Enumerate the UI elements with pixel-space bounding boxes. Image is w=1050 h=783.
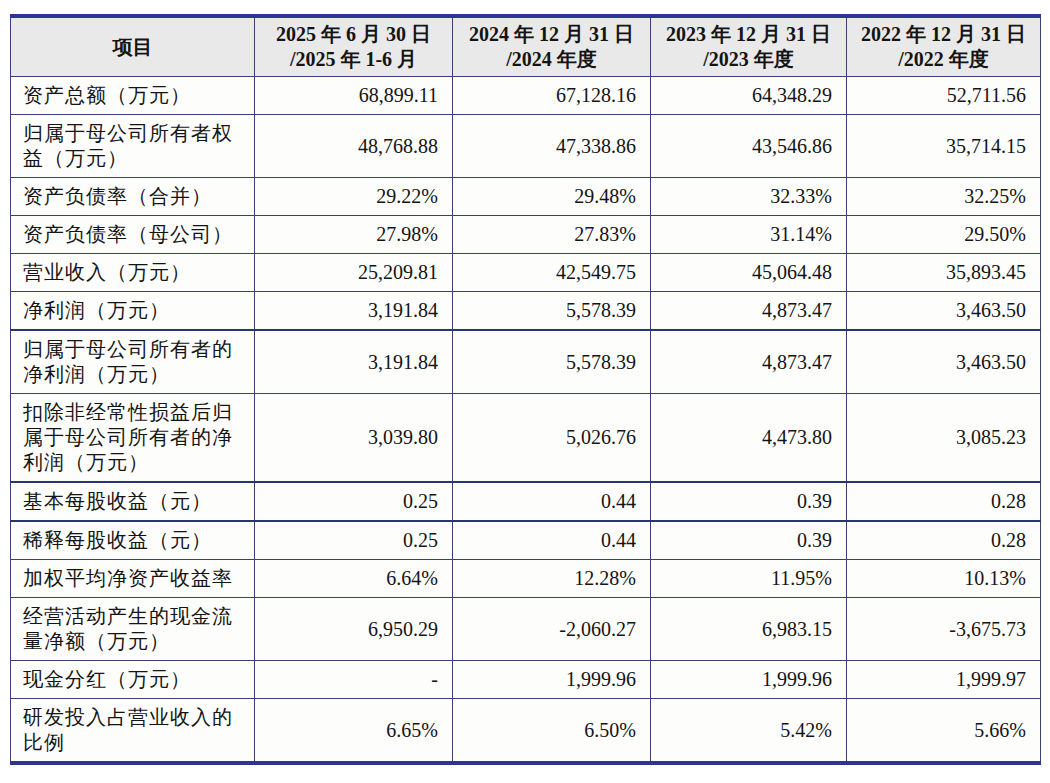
value-cell: 1,999.97 xyxy=(847,661,1041,699)
header-row: 项目2025 年 6 月 30 日 /2025 年 1-6 月2024 年 12… xyxy=(11,16,1041,77)
financial-data-table: 项目2025 年 6 月 30 日 /2025 年 1-6 月2024 年 12… xyxy=(10,14,1041,765)
column-header-period-4: 2022 年 12 月 31 日 /2022 年度 xyxy=(847,16,1041,77)
value-cell: -2,060.27 xyxy=(453,598,651,661)
value-cell: 3,039.80 xyxy=(255,394,453,483)
column-header-period-3: 2023 年 12 月 31 日 /2023 年度 xyxy=(651,16,847,77)
value-cell: 29.22% xyxy=(255,178,453,216)
value-cell: 1,999.96 xyxy=(651,661,847,699)
value-cell: 42,549.75 xyxy=(453,254,651,292)
value-cell: 25,209.81 xyxy=(255,254,453,292)
value-cell: 0.44 xyxy=(453,482,651,521)
value-cell: 3,191.84 xyxy=(255,292,453,331)
value-cell: 29.48% xyxy=(453,178,651,216)
table-row: 归属于母公司所有者权益（万元）48,768.8847,338.8643,546.… xyxy=(11,115,1041,178)
value-cell: 0.44 xyxy=(453,521,651,560)
value-cell: 31.14% xyxy=(651,216,847,254)
row-label: 稀释每股收益（元） xyxy=(11,521,255,560)
row-label: 归属于母公司所有者的净利润（万元） xyxy=(11,330,255,394)
value-cell: 5.42% xyxy=(651,699,847,764)
row-label: 加权平均净资产收益率 xyxy=(11,560,255,598)
value-cell: 0.28 xyxy=(847,482,1041,521)
value-cell: - xyxy=(255,661,453,699)
table-row: 稀释每股收益（元）0.250.440.390.28 xyxy=(11,521,1041,560)
value-cell: 48,768.88 xyxy=(255,115,453,178)
value-cell: 43,546.86 xyxy=(651,115,847,178)
value-cell: 3,463.50 xyxy=(847,292,1041,331)
value-cell: 47,338.86 xyxy=(453,115,651,178)
document-page: 项目2025 年 6 月 30 日 /2025 年 1-6 月2024 年 12… xyxy=(0,0,1050,765)
value-cell: 64,348.29 xyxy=(651,77,847,115)
value-cell: 12.28% xyxy=(453,560,651,598)
column-header-period-1: 2025 年 6 月 30 日 /2025 年 1-6 月 xyxy=(255,16,453,77)
value-cell: 45,064.48 xyxy=(651,254,847,292)
value-cell: 5,026.76 xyxy=(453,394,651,483)
value-cell: 0.25 xyxy=(255,482,453,521)
value-cell: 3,085.23 xyxy=(847,394,1041,483)
row-label: 归属于母公司所有者权益（万元） xyxy=(11,115,255,178)
value-cell: 5,578.39 xyxy=(453,330,651,394)
value-cell: 4,473.80 xyxy=(651,394,847,483)
table-row: 资产负债率（合并）29.22%29.48%32.33%32.25% xyxy=(11,178,1041,216)
table-row: 扣除非经常性损益后归属于母公司所有者的净利润（万元）3,039.805,026.… xyxy=(11,394,1041,483)
table-row: 经营活动产生的现金流量净额（万元）6,950.29-2,060.276,983.… xyxy=(11,598,1041,661)
value-cell: 27.83% xyxy=(453,216,651,254)
value-cell: 29.50% xyxy=(847,216,1041,254)
value-cell: 6.65% xyxy=(255,699,453,764)
row-label: 资产负债率（合并） xyxy=(11,178,255,216)
value-cell: 6.50% xyxy=(453,699,651,764)
value-cell: 0.28 xyxy=(847,521,1041,560)
value-cell: 35,893.45 xyxy=(847,254,1041,292)
row-label: 现金分红（万元） xyxy=(11,661,255,699)
table-row: 资产负债率（母公司）27.98%27.83%31.14%29.50% xyxy=(11,216,1041,254)
value-cell: 3,191.84 xyxy=(255,330,453,394)
table-row: 现金分红（万元）-1,999.961,999.961,999.97 xyxy=(11,661,1041,699)
column-header-period-2: 2024 年 12 月 31 日 /2024 年度 xyxy=(453,16,651,77)
table-row: 基本每股收益（元）0.250.440.390.28 xyxy=(11,482,1041,521)
table-row: 研发投入占营业收入的比例6.65%6.50%5.42%5.66% xyxy=(11,699,1041,764)
value-cell: 4,873.47 xyxy=(651,330,847,394)
value-cell: 52,711.56 xyxy=(847,77,1041,115)
column-header-item: 项目 xyxy=(11,16,255,77)
value-cell: 5,578.39 xyxy=(453,292,651,331)
row-label: 资产总额（万元） xyxy=(11,77,255,115)
value-cell: 68,899.11 xyxy=(255,77,453,115)
table-row: 净利润（万元）3,191.845,578.394,873.473,463.50 xyxy=(11,292,1041,331)
row-label: 资产负债率（母公司） xyxy=(11,216,255,254)
row-label: 基本每股收益（元） xyxy=(11,482,255,521)
value-cell: 11.95% xyxy=(651,560,847,598)
value-cell: 10.13% xyxy=(847,560,1041,598)
row-label: 净利润（万元） xyxy=(11,292,255,331)
value-cell: 27.98% xyxy=(255,216,453,254)
table-header: 项目2025 年 6 月 30 日 /2025 年 1-6 月2024 年 12… xyxy=(11,16,1041,77)
table-body: 资产总额（万元）68,899.1167,128.1664,348.2952,71… xyxy=(11,77,1041,764)
value-cell: 0.25 xyxy=(255,521,453,560)
table-row: 加权平均净资产收益率6.64%12.28%11.95%10.13% xyxy=(11,560,1041,598)
row-label: 研发投入占营业收入的比例 xyxy=(11,699,255,764)
value-cell: 6,950.29 xyxy=(255,598,453,661)
value-cell: 32.33% xyxy=(651,178,847,216)
value-cell: 32.25% xyxy=(847,178,1041,216)
row-label: 扣除非经常性损益后归属于母公司所有者的净利润（万元） xyxy=(11,394,255,483)
value-cell: 6,983.15 xyxy=(651,598,847,661)
value-cell: 0.39 xyxy=(651,521,847,560)
value-cell: 67,128.16 xyxy=(453,77,651,115)
value-cell: 3,463.50 xyxy=(847,330,1041,394)
table-row: 资产总额（万元）68,899.1167,128.1664,348.2952,71… xyxy=(11,77,1041,115)
table-row: 归属于母公司所有者的净利润（万元）3,191.845,578.394,873.4… xyxy=(11,330,1041,394)
value-cell: -3,675.73 xyxy=(847,598,1041,661)
value-cell: 4,873.47 xyxy=(651,292,847,331)
value-cell: 35,714.15 xyxy=(847,115,1041,178)
row-label: 经营活动产生的现金流量净额（万元） xyxy=(11,598,255,661)
value-cell: 6.64% xyxy=(255,560,453,598)
value-cell: 0.39 xyxy=(651,482,847,521)
row-label: 营业收入（万元） xyxy=(11,254,255,292)
value-cell: 1,999.96 xyxy=(453,661,651,699)
value-cell: 5.66% xyxy=(847,699,1041,764)
table-row: 营业收入（万元）25,209.8142,549.7545,064.4835,89… xyxy=(11,254,1041,292)
